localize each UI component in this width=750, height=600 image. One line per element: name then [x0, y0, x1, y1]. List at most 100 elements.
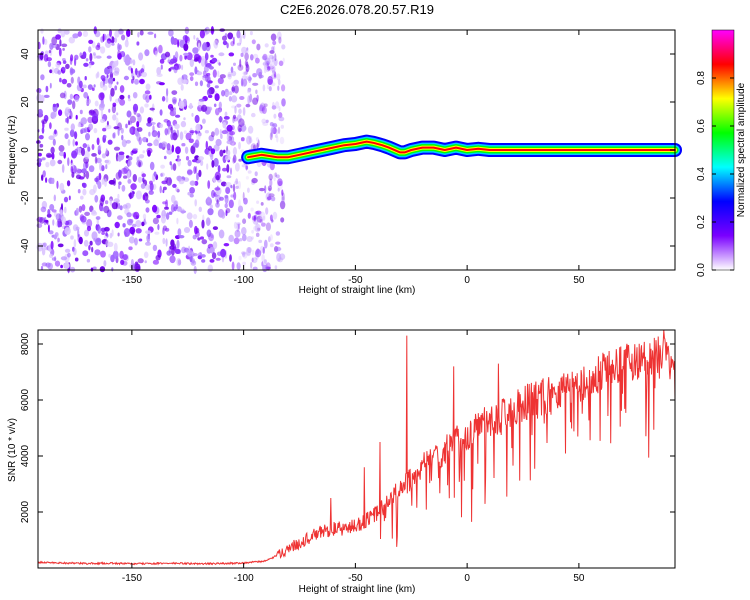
noise-speck [88, 165, 95, 173]
noise-speck [268, 187, 271, 192]
noise-speck [212, 69, 217, 78]
noise-speck [245, 176, 249, 180]
noise-speck [104, 67, 110, 75]
noise-speck [61, 66, 66, 74]
noise-speck [137, 176, 143, 183]
noise-speck [238, 255, 242, 261]
noise-speck [199, 252, 202, 256]
noise-speck [236, 223, 240, 233]
noise-speck [259, 219, 264, 224]
noise-speck [180, 208, 185, 215]
noise-speck [154, 33, 157, 39]
noise-speck [67, 252, 71, 258]
noise-speck [121, 184, 126, 192]
noise-speck [47, 224, 50, 233]
noise-speck [82, 188, 87, 196]
noise-speck [117, 232, 120, 237]
noise-speck [41, 119, 48, 125]
noise-speck [154, 50, 158, 57]
noise-speck [145, 207, 150, 213]
noise-speck [83, 172, 86, 178]
noise-speck [169, 58, 177, 64]
noise-speck [238, 199, 241, 208]
noise-speck [60, 264, 63, 269]
noise-speck [70, 235, 74, 240]
noise-speck [269, 161, 275, 171]
noise-speck [241, 75, 248, 81]
colorbar: 0.0 0.2 0.4 0.6 0.8 Normalized spectral ampl… [696, 29, 747, 277]
noise-speck [241, 164, 247, 168]
noise-speck [214, 93, 220, 101]
noise-speck [71, 150, 78, 159]
noise-speck [122, 254, 128, 261]
noise-speck [242, 261, 247, 266]
top-y-axis: -40 -20 0 20 40 [20, 48, 675, 253]
noise-speck [177, 157, 181, 167]
noise-speck [210, 234, 214, 239]
x-tick-label: -50 [348, 275, 363, 286]
noise-speck [210, 148, 216, 155]
noise-speck [100, 75, 106, 81]
noise-speck [269, 178, 273, 187]
noise-speck [53, 194, 56, 202]
noise-speck [234, 105, 237, 114]
noise-speck [256, 43, 261, 51]
x-tick-label: -50 [348, 573, 363, 584]
noise-speck [108, 253, 111, 258]
noise-speck [233, 239, 237, 244]
noise-speck [102, 33, 105, 43]
noise-speck [101, 178, 105, 185]
noise-speck [99, 162, 103, 171]
noise-speck [135, 228, 142, 234]
noise-speck [246, 236, 253, 242]
noise-speck [103, 260, 107, 267]
noise-speck [107, 139, 113, 145]
bottom-plot-frame [37, 329, 676, 569]
noise-speck [157, 130, 161, 138]
noise-speck [51, 177, 55, 185]
noise-speck [143, 251, 149, 259]
noise-speck [138, 238, 143, 242]
noise-speck [159, 109, 163, 116]
noise-speck [64, 127, 69, 131]
noise-speck [226, 42, 229, 49]
noise-speck [37, 108, 43, 116]
noise-speck [116, 112, 119, 116]
noise-speck [149, 94, 152, 100]
colorbar-ticks: 0.0 0.2 0.4 0.6 0.8 [696, 71, 734, 277]
noise-speck [151, 130, 158, 138]
noise-speck [239, 36, 242, 45]
noise-speck [51, 67, 55, 75]
noise-speck [111, 202, 118, 210]
noise-speck [176, 189, 180, 193]
noise-speck [142, 194, 145, 201]
noise-speck [280, 124, 284, 129]
colorbar-label: Normalized spectral amplitude [736, 82, 747, 217]
noise-speck [141, 221, 145, 227]
noise-speck [192, 253, 198, 257]
noise-speck [175, 114, 181, 118]
noise-speck [122, 223, 126, 228]
noise-speck [55, 213, 62, 221]
noise-speck [218, 52, 225, 57]
noise-speck [95, 73, 99, 79]
noise-speck [142, 136, 148, 143]
noise-speck [223, 243, 230, 247]
noise-speck [253, 53, 259, 60]
noise-speck [237, 124, 243, 133]
noise-speck [127, 160, 132, 167]
noise-speck [271, 56, 275, 63]
noise-speck [115, 117, 119, 127]
noise-speck [247, 89, 251, 94]
noise-speck [123, 228, 131, 237]
noise-speck [134, 237, 138, 246]
noise-speck [276, 252, 282, 262]
noise-speck [196, 37, 199, 42]
noise-speck [228, 96, 232, 102]
noise-speck [127, 170, 130, 180]
noise-speck [236, 42, 241, 46]
y-tick-label: -40 [20, 238, 31, 253]
noise-speck [207, 106, 213, 112]
noise-speck [235, 178, 239, 185]
noise-speck [63, 262, 70, 269]
